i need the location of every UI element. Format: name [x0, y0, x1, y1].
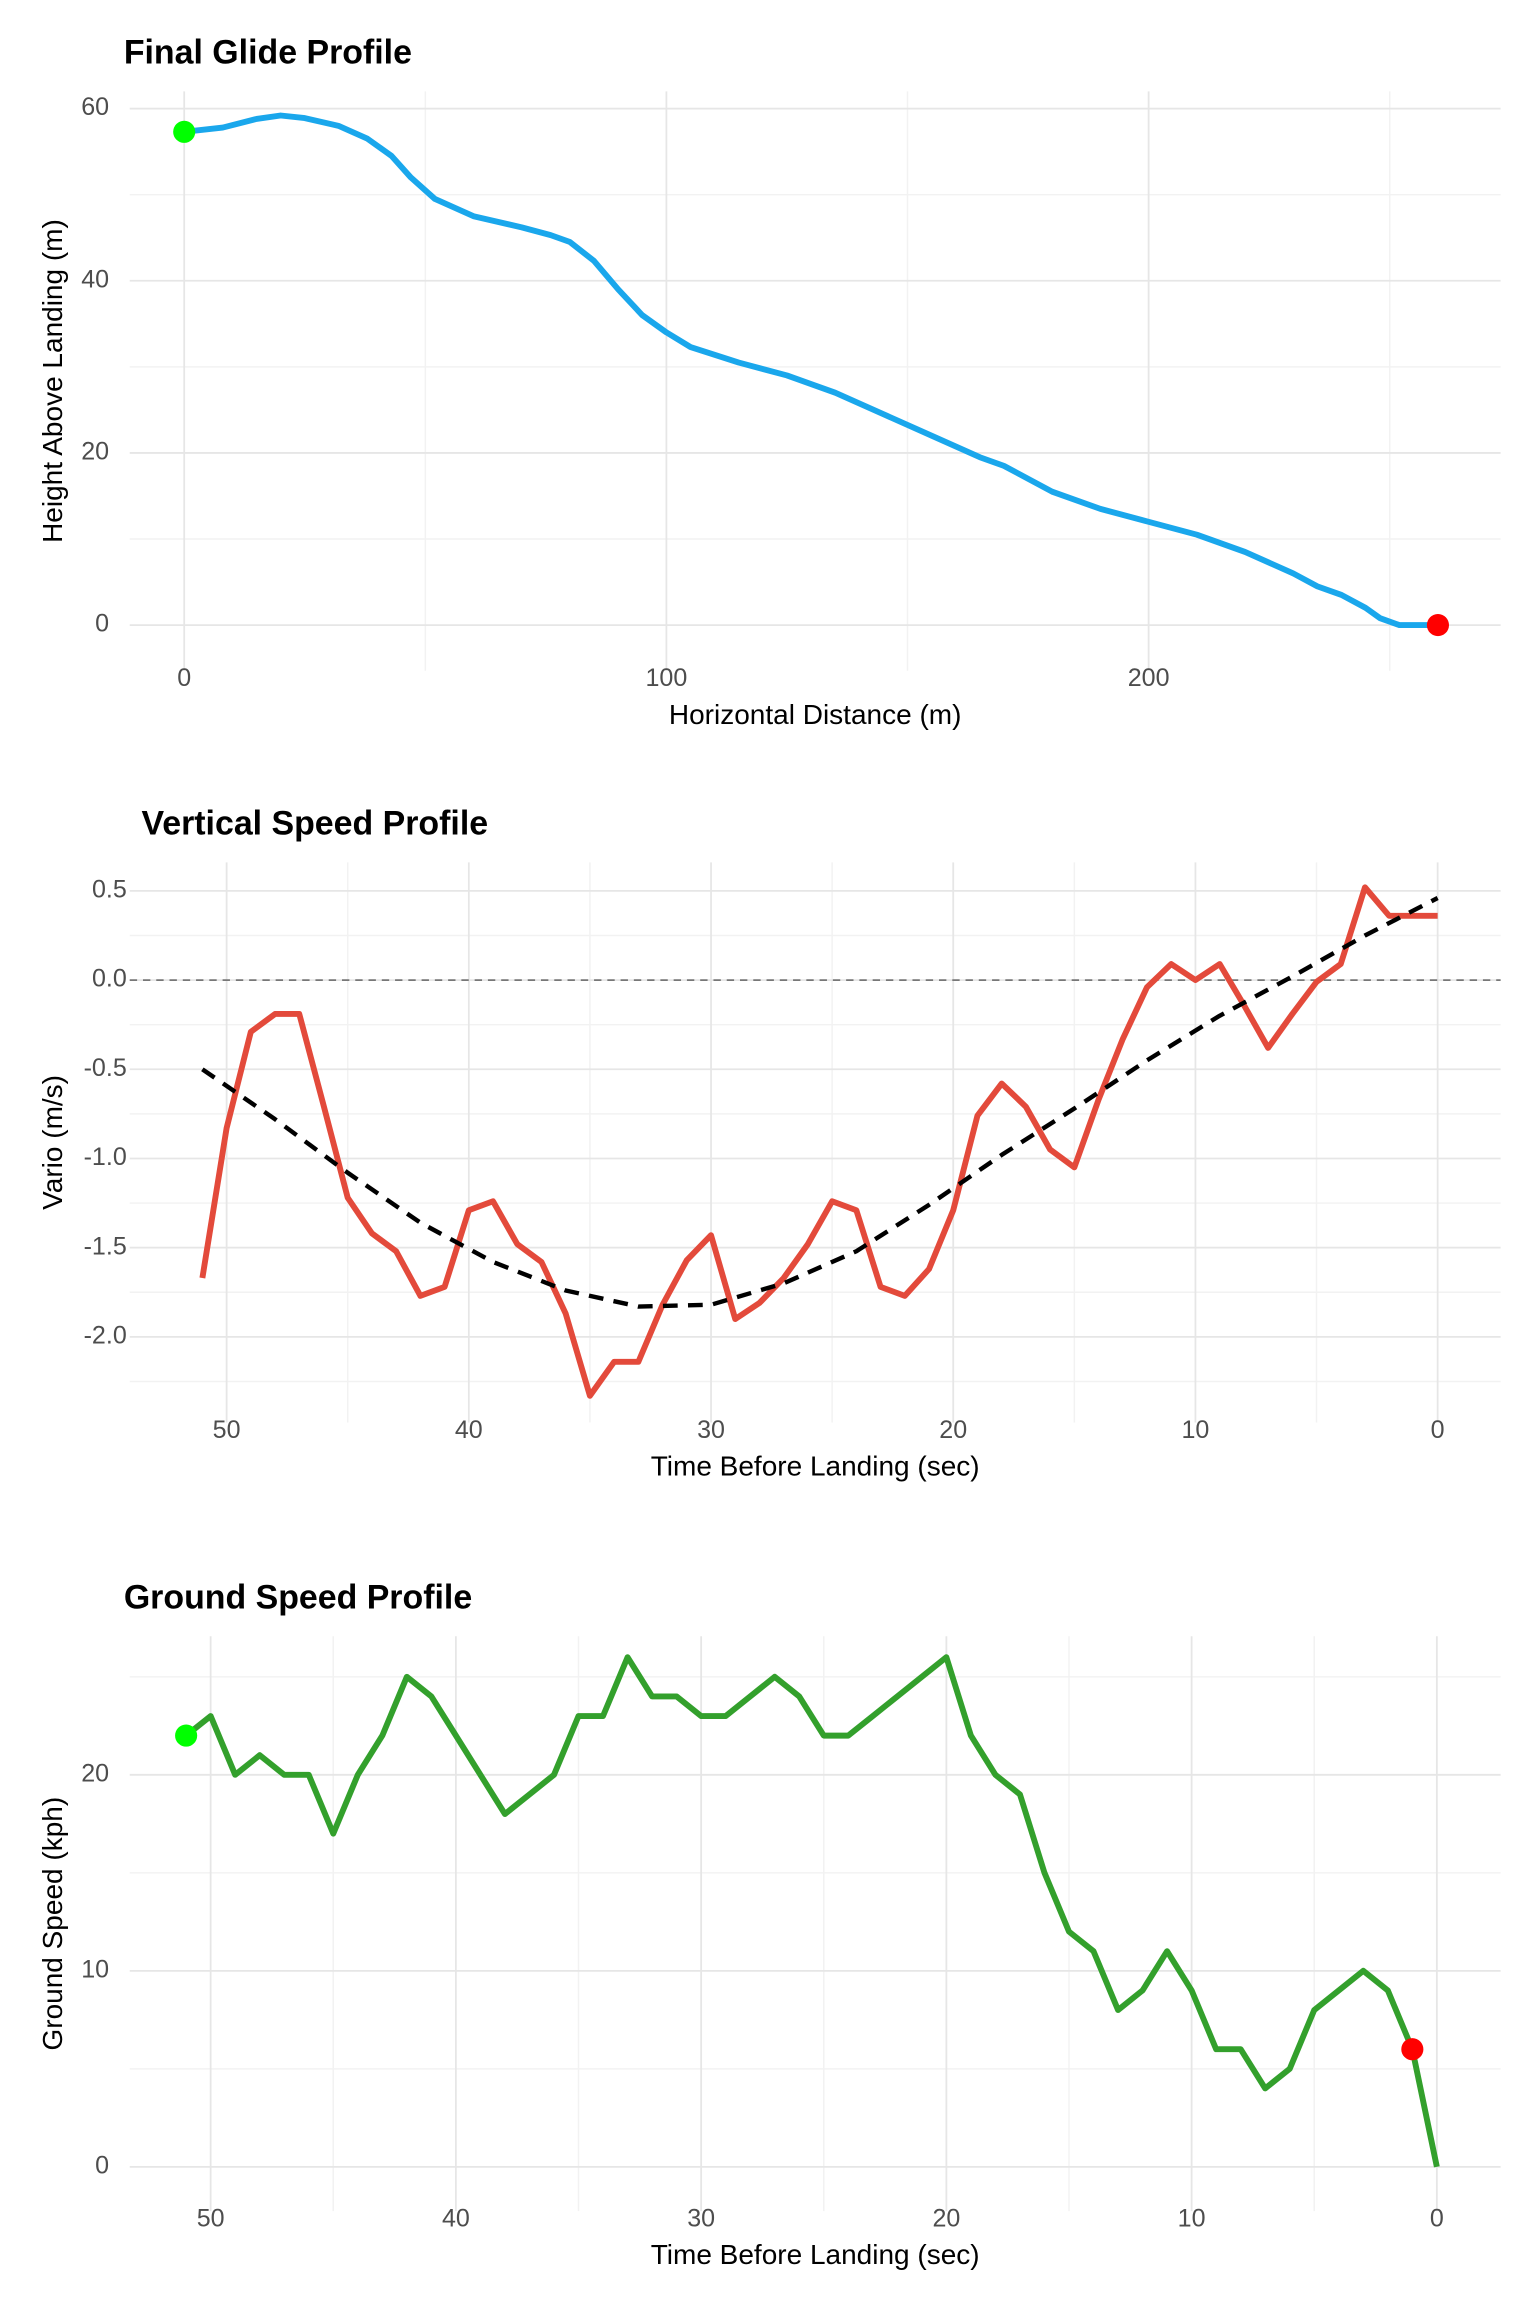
x-tick-label: 40 — [455, 1416, 483, 1444]
chart-title: Vertical Speed Profile — [142, 804, 489, 842]
y-tick-label: 0.0 — [92, 965, 127, 993]
y-tick-label: 40 — [81, 265, 109, 293]
y-tick-label: -1.0 — [84, 1143, 127, 1171]
y-tick-label: 0 — [95, 610, 109, 638]
x-axis-title: Time Before Landing (sec) — [651, 2239, 980, 2270]
y-axis-title: Height Above Landing (m) — [37, 219, 68, 543]
chart-title: Ground Speed Profile — [124, 1578, 472, 1616]
y-axis-title: Vario (m/s) — [37, 1075, 68, 1210]
series-line — [183, 112, 1438, 629]
x-tick-label: 50 — [213, 1416, 241, 1444]
point-marker — [1426, 614, 1449, 637]
x-tick-label: 200 — [1128, 664, 1170, 692]
series-line — [199, 884, 1438, 1399]
y-tick-label: 0.5 — [92, 876, 127, 904]
x-tick-label: 50 — [197, 2205, 225, 2233]
y-tick-label: -1.5 — [84, 1232, 127, 1260]
y-tick-label: 20 — [81, 438, 109, 466]
series-line — [184, 1654, 1440, 2168]
x-tick-label: 0 — [1430, 2205, 1444, 2233]
x-tick-label: 100 — [646, 664, 688, 692]
y-tick-label: 20 — [81, 1759, 109, 1787]
x-tick-label: 0 — [177, 664, 191, 692]
y-tick-label: -0.5 — [84, 1054, 127, 1082]
y-tick-label: 10 — [81, 1955, 109, 1983]
x-tick-label: 30 — [697, 1416, 725, 1444]
series-line — [201, 896, 1439, 1309]
x-tick-label: 10 — [1178, 2205, 1206, 2233]
point-marker — [175, 1724, 198, 1747]
x-tick-label: 20 — [939, 1416, 967, 1444]
y-tick-label: -2.0 — [84, 1321, 127, 1349]
x-tick-label: 30 — [687, 2205, 715, 2233]
chart-title: Final Glide Profile — [124, 33, 412, 71]
x-tick-label: 40 — [442, 2205, 470, 2233]
x-tick-label: 0 — [1431, 1416, 1445, 1444]
point-marker — [173, 120, 196, 143]
y-axis-title: Ground Speed (kph) — [37, 1797, 68, 2051]
point-marker — [1401, 2038, 1424, 2061]
y-tick-label: 60 — [81, 93, 109, 121]
x-tick-label: 10 — [1182, 1416, 1210, 1444]
y-tick-label: 0 — [95, 2151, 109, 2179]
x-axis-title: Horizontal Distance (m) — [669, 699, 962, 730]
x-tick-label: 20 — [932, 2205, 960, 2233]
x-axis-title: Time Before Landing (sec) — [651, 1451, 980, 1482]
